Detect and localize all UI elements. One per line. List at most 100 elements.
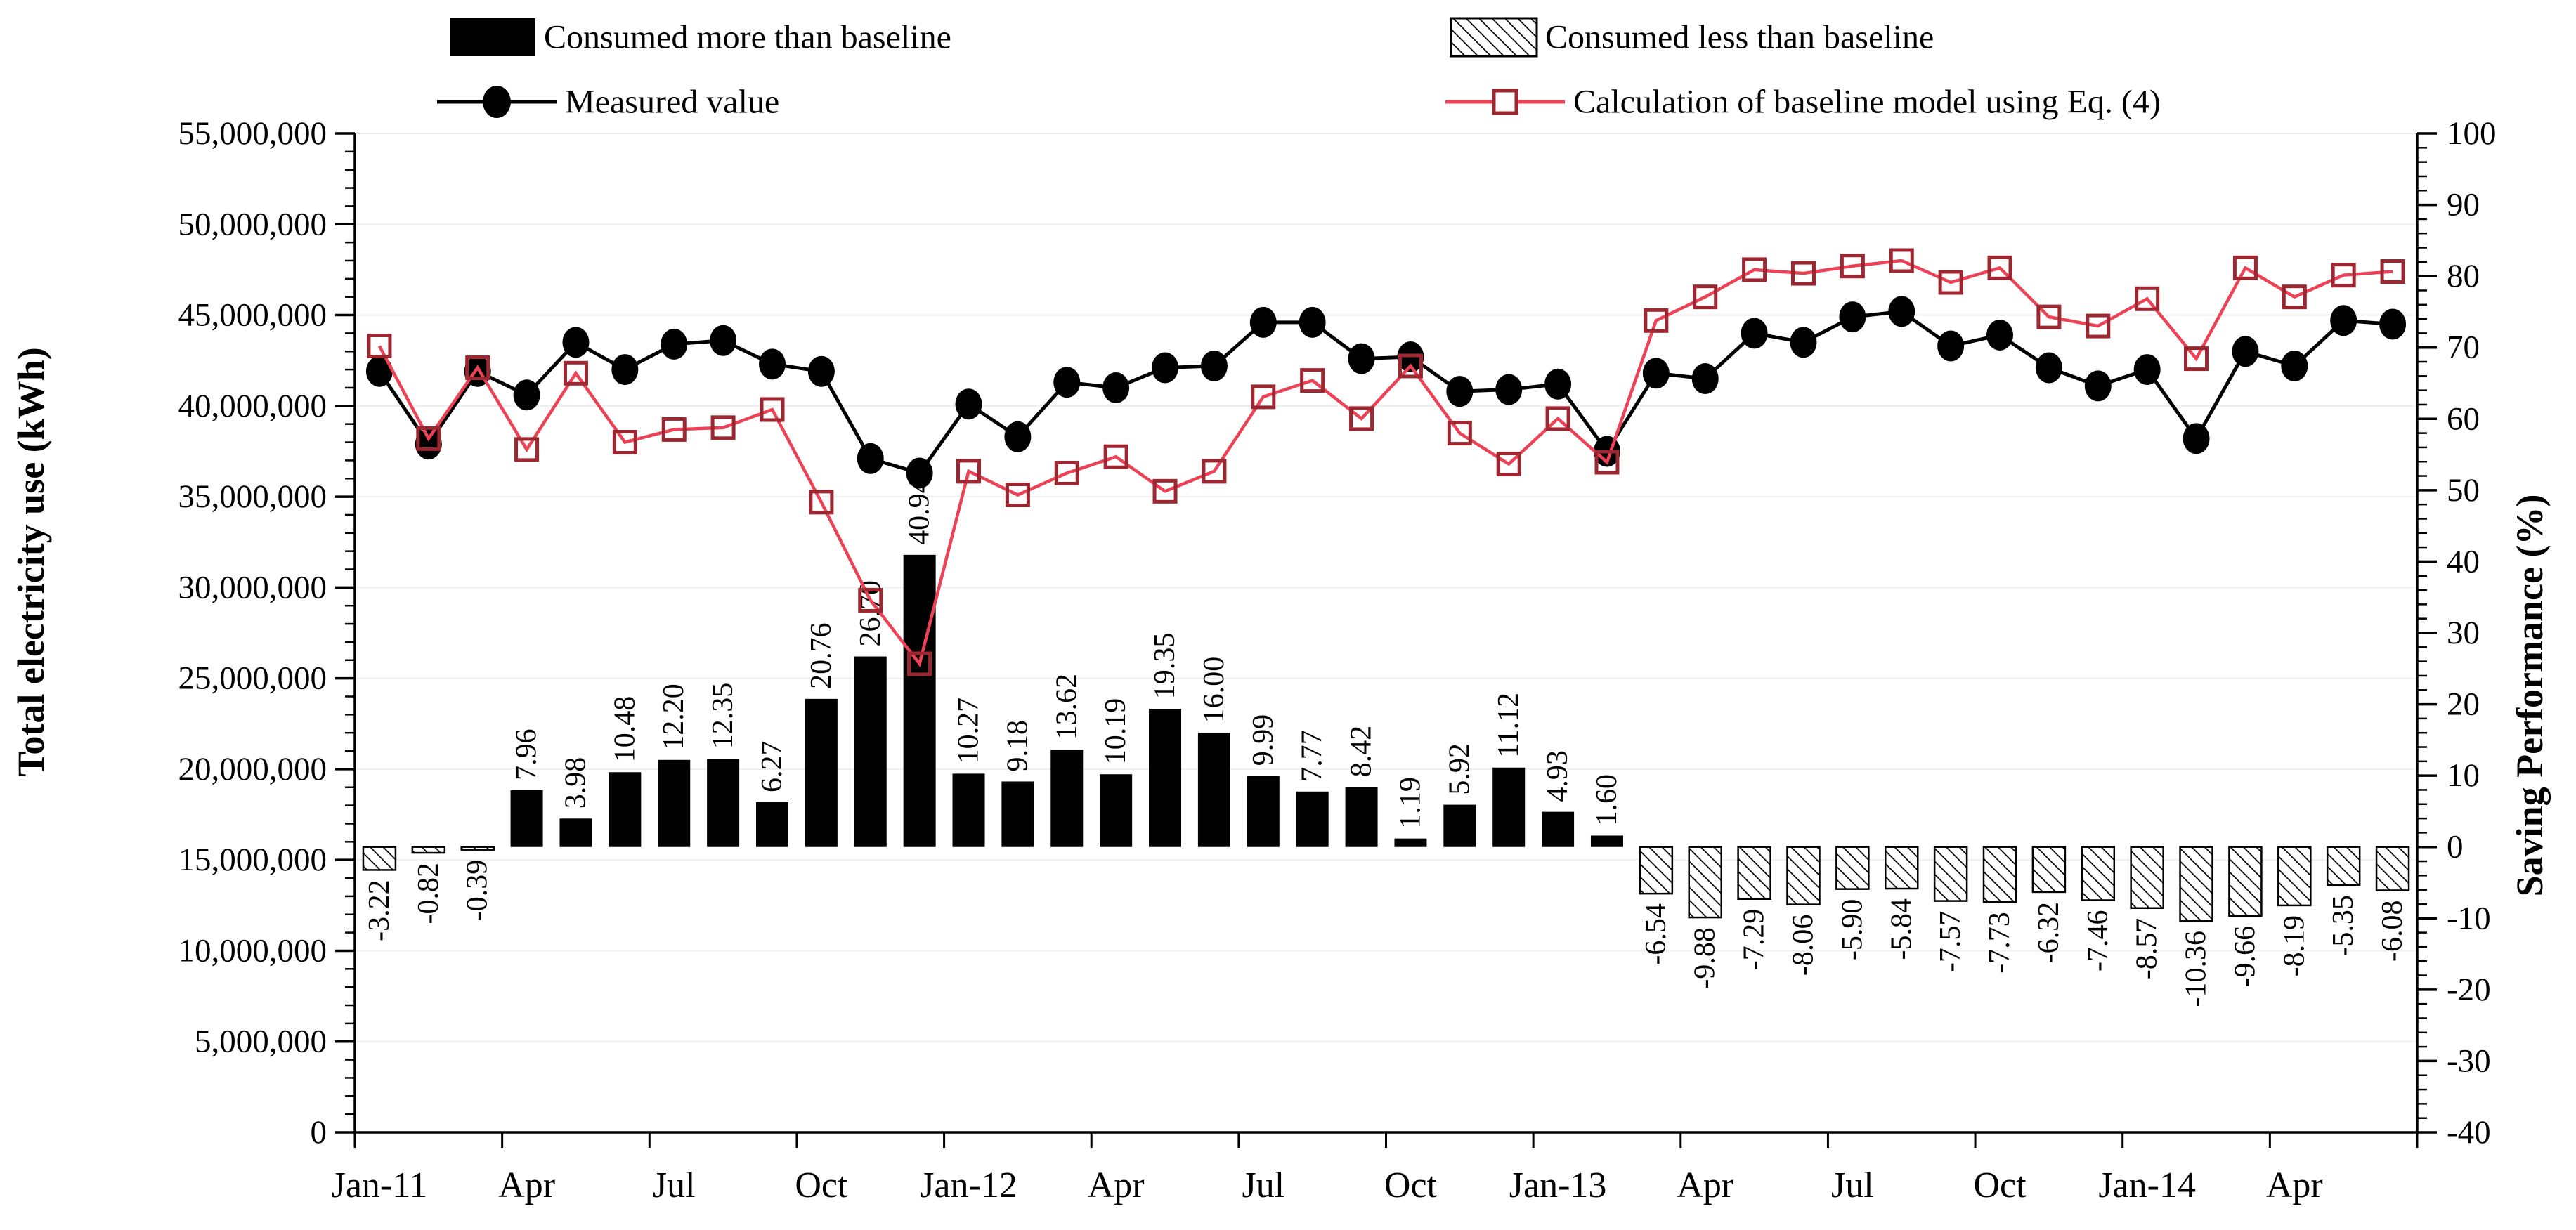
bar-value-label: -10.36 [2180, 931, 2213, 1007]
x-tick-label: Jan-13 [1509, 1165, 1607, 1205]
axes: 0 5,000,000 10,000,000 15,000,000 20,000,000… [178, 115, 2497, 1205]
baseline-point [1054, 460, 1079, 485]
bar-value-label: -7.73 [1984, 912, 2016, 974]
bar-value-label: 8.42 [1346, 726, 1378, 778]
right-tick-label: 70 [2447, 329, 2480, 366]
baseline-model-series [367, 248, 2405, 676]
measured-point [2330, 305, 2357, 336]
right-tick-label: 50 [2447, 472, 2480, 509]
legend-hatched-bar-swatch [1450, 17, 1538, 58]
measured-point [1053, 367, 1081, 398]
left-tick-label: 15,000,000 [178, 842, 327, 878]
baseline-point [2331, 263, 2356, 288]
bar-value-label: 20.76 [805, 622, 838, 689]
x-tick-label: Jan-14 [2098, 1165, 2196, 1205]
baseline-point [2086, 313, 2111, 339]
right-tick-label: 100 [2447, 115, 2497, 152]
bar-value-label: -7.57 [1934, 911, 1967, 973]
right-axis-title: Saving Performance (%) [2509, 495, 2551, 897]
x-tick-label: Apr [1088, 1165, 1145, 1205]
right-tick-label: 20 [2447, 686, 2480, 723]
bar-value-label: -3.22 [363, 879, 396, 941]
right-tick-label: -40 [2447, 1114, 2491, 1151]
baseline-point [809, 490, 834, 515]
left-tick-label: 25,000,000 [178, 660, 327, 697]
measured-point [513, 379, 540, 411]
left-tick-label: 50,000,000 [178, 206, 327, 242]
bar-negative [1933, 846, 1968, 902]
bars [362, 554, 2410, 922]
bar-value-label: 7.77 [1296, 730, 1329, 782]
baseline-point [760, 397, 785, 422]
baseline-point [2232, 255, 2258, 280]
legend-measured-circle-icon [483, 86, 511, 118]
bar-negative [460, 846, 495, 851]
x-tick-label: Jul [1242, 1165, 1284, 1205]
measured-point [611, 354, 639, 386]
baseline-point [1644, 308, 1669, 333]
baseline-point [858, 587, 883, 613]
x-tick-label: Apr [1677, 1165, 1733, 1205]
bar-value-label: 5.92 [1443, 743, 1476, 795]
legend-label-baseline: Calculation of baseline model using Eq. … [1573, 84, 2161, 121]
x-tick-label: Jan-12 [920, 1165, 1017, 1205]
measured-point [1004, 421, 1032, 452]
bar-positive [1149, 709, 1182, 847]
baseline-point [2036, 304, 2062, 329]
baseline-point [1398, 353, 1423, 379]
bar-positive [903, 554, 936, 847]
legend: Consumed more than baseline Consumed les… [437, 17, 2161, 121]
measured-point [1790, 327, 1817, 358]
right-tick-label: 40 [2447, 543, 2480, 580]
baseline-point [1202, 459, 1227, 484]
bar-negative [2031, 846, 2067, 894]
left-tick-label: 45,000,000 [178, 297, 327, 334]
measured-point [1495, 374, 1523, 405]
bar-value-label: -0.39 [462, 860, 494, 922]
x-tick-label: Oct [795, 1165, 848, 1205]
baseline-point [1152, 478, 1178, 504]
bar-positive [658, 759, 691, 847]
baseline-point [2380, 259, 2405, 284]
measured-point [1691, 363, 1719, 395]
measured-point [1839, 301, 1866, 333]
baseline-point [1840, 254, 1865, 279]
bar-positive [952, 773, 985, 847]
measured-point [1642, 358, 1670, 389]
bar-value-label: 40.94 [904, 478, 936, 545]
bar-value-label: -9.88 [1689, 927, 1722, 989]
bar-value-label: 19.35 [1149, 633, 1181, 700]
bar-negative [1885, 846, 1919, 890]
legend-label-measured: Measured value [565, 84, 779, 121]
measured-point [1249, 306, 1277, 338]
bar-positive [1590, 835, 1623, 847]
bar-positive [854, 656, 887, 847]
measured-point [758, 348, 786, 380]
measured-point [1888, 296, 1915, 327]
bar-value-label: 4.93 [1542, 750, 1574, 802]
baseline-point [2184, 346, 2209, 372]
baseline-line [377, 259, 2393, 667]
measured-point [1348, 343, 1375, 374]
bar-value-label: -8.19 [2278, 915, 2310, 977]
bar-value-label: 1.19 [1394, 777, 1426, 829]
bar-positive [1345, 787, 1378, 847]
bar-positive [805, 698, 838, 847]
bar-negative [2130, 846, 2164, 910]
measured-point [1986, 319, 2014, 351]
baseline-point [465, 355, 490, 381]
measured-point [562, 327, 590, 358]
baseline-point [1300, 368, 1325, 393]
x-tick-label: Oct [1973, 1165, 2027, 1205]
bar-negative [2081, 846, 2116, 901]
left-tick-label: 55,000,000 [178, 115, 327, 152]
bar-value-label: 12.20 [658, 683, 690, 750]
bar-negative [2228, 846, 2263, 917]
bar-value-label: 3.98 [559, 757, 592, 809]
bar-positive [559, 818, 592, 847]
measured-point [661, 328, 688, 360]
left-tick-label: 40,000,000 [178, 388, 327, 424]
measured-point [2281, 350, 2308, 381]
bar-value-label: -6.54 [1640, 903, 1672, 965]
